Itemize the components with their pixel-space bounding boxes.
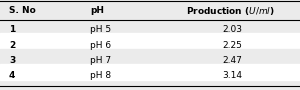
Text: $\mathbf{Production\ (}$$\mathit{U/ml}$$\mathbf{)}$: $\mathbf{Production\ (}$$\mathit{U/ml}$$…: [186, 5, 275, 17]
Text: 2.03: 2.03: [222, 25, 242, 34]
Text: pH 6: pH 6: [90, 40, 111, 50]
Text: 3.14: 3.14: [222, 71, 242, 80]
Bar: [0, 0, 300, 15]
Text: 2.47: 2.47: [222, 56, 242, 65]
Text: 4: 4: [9, 71, 15, 80]
Text: S. No: S. No: [9, 6, 36, 15]
Bar: [0, 49, 300, 65]
Text: pH 7: pH 7: [90, 56, 111, 65]
Bar: [0, 33, 300, 50]
Text: pH 5: pH 5: [90, 25, 111, 34]
Text: pH: pH: [90, 6, 104, 15]
Text: 2: 2: [9, 40, 15, 50]
Bar: [0, 64, 300, 80]
Text: 3: 3: [9, 56, 15, 65]
Text: 2.25: 2.25: [222, 40, 242, 50]
Text: pH 8: pH 8: [90, 71, 111, 80]
Text: 1: 1: [9, 25, 15, 34]
Bar: [0, 18, 300, 34]
